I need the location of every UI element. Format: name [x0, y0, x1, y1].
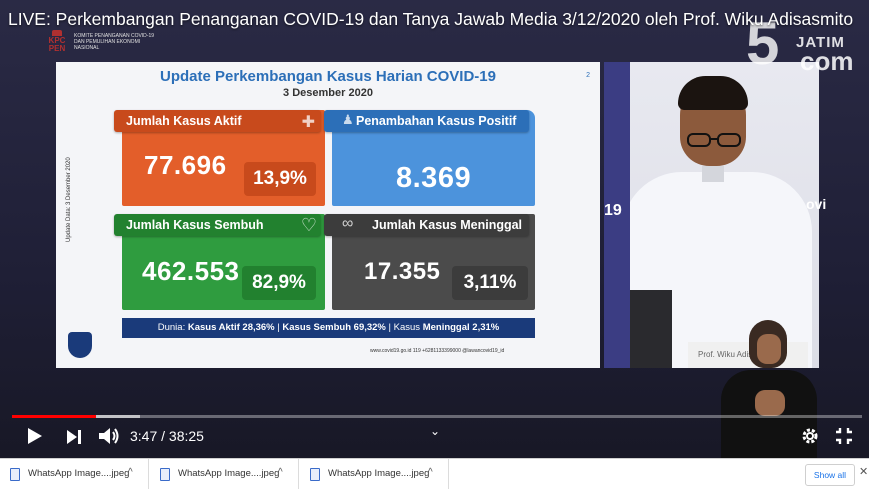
image-file-icon	[160, 468, 170, 481]
play-button[interactable]	[24, 426, 44, 446]
garuda-logo-icon	[68, 332, 92, 358]
channel-watermark: 5 JATIM com	[746, 14, 861, 82]
slide-page-number: 2	[586, 72, 590, 79]
slide-date: 3 Desember 2020	[283, 87, 373, 99]
person-icon: ♟	[342, 112, 354, 127]
global-stats-bar: Dunia: Kasus Aktif 28,36% | Kasus Sembuh…	[122, 318, 535, 338]
global-meninggal: Meninggal 2,31%	[422, 322, 500, 333]
sign-language-interpreter	[713, 318, 823, 458]
card-aktif-pct: 13,9%	[244, 162, 316, 196]
infographic-slide: Update Perkembangan Kasus Harian COVID-1…	[56, 62, 600, 368]
video-title: LIVE: Perkembangan Penanganan COVID-19 d…	[8, 9, 854, 29]
settings-gear-icon[interactable]	[800, 426, 820, 446]
download-item[interactable]: WhatsApp Image....jpeg ^	[0, 459, 149, 489]
plus-icon: ✚	[301, 114, 315, 131]
speaker-nameplate: Prof. Wiku Adisasmito	[688, 342, 808, 368]
download-filename: WhatsApp Image....jpeg	[328, 468, 430, 479]
volume-button[interactable]	[97, 426, 121, 446]
video-player[interactable]: LIVE: Perkembangan Penanganan COVID-19 d…	[0, 0, 869, 458]
show-all-button[interactable]: Show all	[805, 464, 855, 486]
heart-pulse-icon: ♡	[300, 215, 317, 235]
global-sep-1: |	[274, 322, 283, 333]
card-kasus-sembuh: Jumlah Kasus Sembuh ♡ 462.553 82,9%	[114, 214, 325, 310]
interpreter-face	[757, 334, 781, 364]
image-file-icon	[310, 468, 320, 481]
close-icon[interactable]: ✕	[859, 466, 869, 478]
backdrop-text-left: 19	[604, 202, 622, 219]
ribbon-icon: ∞	[342, 215, 354, 232]
download-item[interactable]: WhatsApp Image....jpeg ^	[150, 459, 299, 489]
channel-name: JATIM	[796, 34, 845, 51]
chevron-up-icon[interactable]: ^	[428, 467, 433, 478]
interpreter-hands	[755, 390, 785, 416]
global-aktif: Kasus Aktif 28,36%	[187, 322, 275, 333]
speaker-collar	[702, 166, 724, 182]
card-positif-label: Penambahan Kasus Positif	[324, 110, 529, 132]
kpcpen-short: KPC PEN	[48, 36, 66, 53]
chevron-up-icon[interactable]: ^	[278, 467, 283, 478]
progress-bar[interactable]	[12, 415, 862, 418]
chevron-up-icon[interactable]: ^	[128, 467, 133, 478]
card-positif-value: 8.369	[396, 162, 472, 194]
card-meninggal-pct: 3,11%	[452, 266, 528, 300]
slide-contact-links: www.covid19.go.id 119 +6281133399000 @la…	[370, 348, 505, 354]
backdrop-left: 19	[604, 62, 630, 368]
card-kasus-aktif: Jumlah Kasus Aktif ✚ 77.696 13,9%	[114, 110, 325, 206]
kpcpen-emblem-icon: KPC PEN	[44, 30, 70, 56]
download-item[interactable]: WhatsApp Image....jpeg ^	[300, 459, 449, 489]
download-filename: WhatsApp Image....jpeg	[28, 468, 130, 479]
card-sembuh-label: Jumlah Kasus Sembuh	[114, 214, 321, 236]
global-sembuh: Kasus Sembuh 69,32%	[282, 322, 386, 333]
card-kasus-meninggal: Jumlah Kasus Meninggal ∞ 17.355 3,11%	[324, 214, 535, 310]
global-meninggal-prefix: Kasus	[393, 322, 423, 333]
card-meninggal-label: Jumlah Kasus Meninggal	[324, 214, 529, 236]
glasses-icon	[687, 133, 741, 147]
card-meninggal-value: 17.355	[364, 258, 441, 285]
speaker-hair	[678, 76, 748, 110]
chevron-down-icon[interactable]: ⌄	[430, 424, 441, 438]
global-sep-2: |	[385, 322, 394, 333]
card-penambahan-positif: Penambahan Kasus Positif ♟ 8.369	[324, 110, 535, 206]
download-filename: WhatsApp Image....jpeg	[178, 468, 280, 479]
backdrop-text-right: ovi	[806, 196, 827, 212]
time-display: 3:47 / 38:25	[130, 428, 204, 444]
card-sembuh-value: 462.553	[142, 256, 240, 286]
kpcpen-long: KOMITE PENANGANAN COVID-19 DAN PEMULIHAN…	[74, 33, 155, 51]
image-file-icon	[10, 468, 20, 481]
exit-fullscreen-icon[interactable]	[834, 426, 854, 446]
card-aktif-value: 77.696	[144, 150, 227, 180]
kpcpen-logo: KPC PEN KOMITE PENANGANAN COVID-19 DAN P…	[44, 30, 155, 56]
next-button[interactable]	[65, 428, 83, 446]
card-aktif-label: Jumlah Kasus Aktif	[114, 110, 321, 132]
card-sembuh-pct: 82,9%	[242, 266, 316, 300]
slide-title: Update Perkembangan Kasus Harian COVID-1…	[160, 68, 496, 85]
channel-number: 5	[746, 10, 780, 77]
channel-suffix: com	[800, 46, 854, 76]
progress-played	[12, 415, 97, 418]
slide-side-note: Update Data: 3 Desember 2020	[66, 157, 72, 242]
downloads-bar: WhatsApp Image....jpeg ^ WhatsApp Image.…	[0, 458, 869, 489]
global-prefix: Dunia:	[157, 322, 188, 333]
